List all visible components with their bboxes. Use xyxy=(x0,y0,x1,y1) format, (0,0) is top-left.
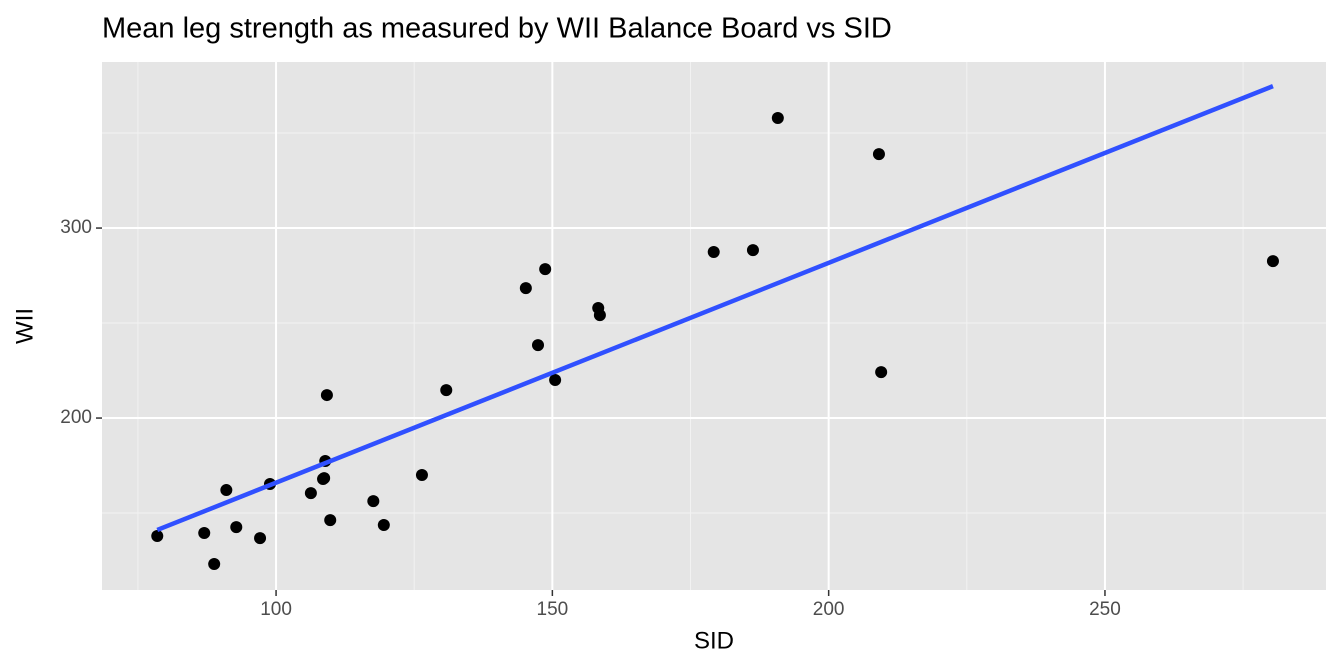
point xyxy=(208,557,221,570)
point xyxy=(1266,255,1279,268)
point xyxy=(872,148,885,161)
point xyxy=(531,339,544,352)
panel xyxy=(102,62,1326,590)
point xyxy=(377,519,390,532)
x-tick-label: 150 xyxy=(537,599,569,620)
x-axis-title: SID xyxy=(694,627,734,654)
y-axis-title: WII xyxy=(11,308,38,344)
point xyxy=(539,263,552,276)
point xyxy=(519,282,532,295)
y-tick-label: 300 xyxy=(60,217,92,238)
point xyxy=(220,484,233,497)
point xyxy=(151,530,164,543)
fit-line xyxy=(156,84,1274,533)
point xyxy=(198,527,211,540)
point xyxy=(254,532,267,545)
y-tick-label: 200 xyxy=(60,407,92,428)
point xyxy=(324,514,337,527)
point xyxy=(771,112,784,125)
point xyxy=(415,469,428,482)
point xyxy=(320,389,333,402)
x-tick-label: 200 xyxy=(813,599,845,620)
point xyxy=(304,487,317,500)
point xyxy=(549,374,562,387)
point xyxy=(593,309,606,322)
chart-title: Mean leg strength as measured by WII Bal… xyxy=(102,13,892,45)
point xyxy=(440,384,453,397)
point xyxy=(367,495,380,508)
point xyxy=(875,366,888,379)
point xyxy=(746,244,759,257)
x-tick-label: 100 xyxy=(260,599,292,620)
point xyxy=(318,472,331,485)
x-tick-label: 250 xyxy=(1089,599,1121,620)
point xyxy=(230,521,243,534)
point xyxy=(707,245,720,258)
